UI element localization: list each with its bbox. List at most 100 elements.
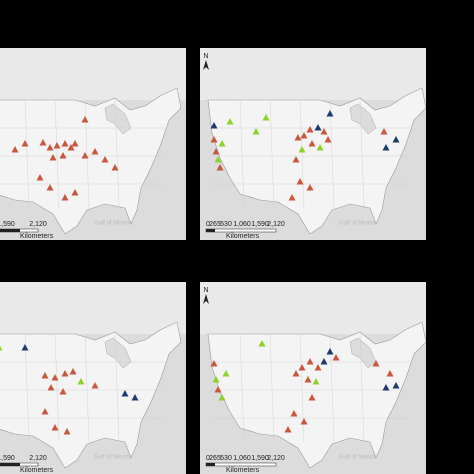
country (0, 87, 182, 235)
lakes (104, 103, 132, 135)
site-marker (300, 418, 308, 425)
scale-tick-label: 1,060 (233, 455, 251, 462)
site-marker (51, 424, 59, 431)
site-marker (91, 382, 99, 389)
site-marker (306, 126, 314, 133)
site-marker (380, 128, 388, 135)
site-marker (298, 146, 306, 153)
site-marker (326, 348, 334, 355)
site-marker (222, 370, 230, 377)
scale-unit: Kilometers (20, 233, 54, 240)
canada (200, 48, 426, 100)
sea-label: Gulf of Mexico (339, 221, 378, 227)
map (200, 282, 426, 469)
site-marker (61, 194, 69, 201)
sea-label: Gulf of Mexico (94, 221, 133, 227)
site-marker (314, 364, 322, 371)
site-marker (214, 156, 222, 163)
lakes (349, 103, 377, 135)
state-line (54, 333, 60, 443)
site-marker (21, 140, 29, 147)
site-marker (81, 116, 89, 123)
scale-tick-label: 2,120 (267, 455, 285, 462)
map-panel: Gulf of Mexico 1,590 2,120 Kilometers (0, 48, 186, 240)
site-marker (210, 122, 218, 129)
scale-bar-segment (0, 463, 20, 466)
site-marker (284, 426, 292, 433)
scale-bar-segment (206, 229, 215, 232)
scale-bar (205, 228, 277, 233)
north-label: N (203, 53, 208, 60)
scale-unit: Kilometers (20, 467, 54, 474)
site-marker (216, 164, 224, 171)
site-marker (292, 370, 300, 377)
site-marker (300, 132, 308, 139)
scale-tick-label: 0 (206, 221, 210, 228)
site-marker (296, 178, 304, 185)
site-marker (392, 136, 400, 143)
site-marker (39, 139, 47, 146)
map (0, 282, 186, 469)
site-marker (59, 152, 67, 159)
site-marker (41, 372, 49, 379)
site-marker (71, 189, 79, 196)
site-marker (312, 378, 320, 385)
site-marker (210, 360, 218, 367)
site-marker (314, 124, 322, 131)
site-marker (326, 110, 334, 117)
north-arrow (203, 60, 209, 70)
site-marker (41, 408, 49, 415)
site-marker (298, 364, 306, 371)
scale-tick-label: 1,590 (0, 221, 15, 228)
site-marker (332, 354, 340, 361)
site-marker (294, 134, 302, 141)
map (200, 48, 426, 235)
scale-tick-label: 2,120 (29, 455, 47, 462)
site-marker (69, 368, 77, 375)
scale-tick-label: 530 (220, 455, 232, 462)
scale-unit: Kilometers (226, 233, 260, 240)
state-line (359, 333, 365, 443)
site-marker (218, 394, 226, 401)
scale-tick-label: 265 (209, 221, 221, 228)
site-marker (392, 382, 400, 389)
state-line (84, 333, 90, 443)
site-marker (306, 358, 314, 365)
north-label: N (203, 287, 208, 294)
site-marker (36, 174, 44, 181)
site-marker (290, 410, 298, 417)
site-marker (77, 378, 85, 385)
site-marker (51, 374, 59, 381)
scale-bar-segment (0, 229, 20, 232)
site-marker (212, 376, 220, 383)
site-marker (386, 370, 394, 377)
site-marker (63, 428, 71, 435)
site-marker (308, 394, 316, 401)
lakes (349, 337, 377, 369)
state-line (239, 99, 245, 209)
scale-bar (205, 462, 277, 467)
site-marker (67, 144, 75, 151)
site-marker (292, 156, 300, 163)
scale-unit: Kilometers (226, 467, 260, 474)
site-marker (308, 140, 316, 147)
scale-bar-segment (206, 463, 215, 466)
sea-label: Gulf of Mexico (339, 455, 378, 461)
site-marker (258, 340, 266, 347)
site-marker (101, 156, 109, 163)
site-marker (131, 394, 139, 401)
site-marker (382, 384, 390, 391)
country (0, 321, 182, 469)
site-marker (372, 360, 380, 367)
site-marker (46, 184, 54, 191)
state-line (299, 99, 305, 209)
state-line (359, 99, 365, 209)
site-marker (121, 390, 129, 397)
site-marker (306, 184, 314, 191)
canada (0, 282, 186, 334)
scale-tick-label: 1,590 (0, 455, 15, 462)
site-marker (252, 128, 260, 135)
